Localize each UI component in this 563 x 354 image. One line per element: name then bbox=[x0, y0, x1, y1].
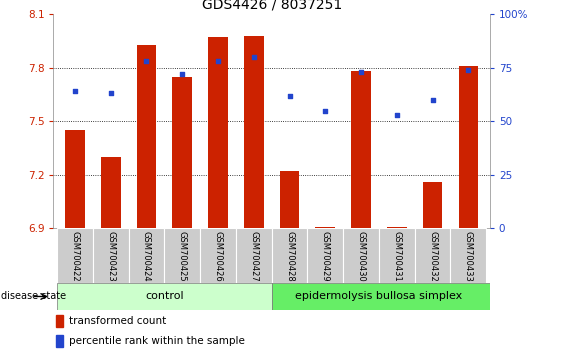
Text: percentile rank within the sample: percentile rank within the sample bbox=[69, 336, 244, 346]
Point bbox=[249, 54, 258, 60]
Text: GSM700433: GSM700433 bbox=[464, 230, 473, 281]
Bar bbox=[244, 35, 263, 228]
Point bbox=[464, 67, 473, 73]
Bar bbox=[56, 335, 64, 347]
Title: GDS4426 / 8037251: GDS4426 / 8037251 bbox=[202, 0, 342, 12]
Text: GSM700426: GSM700426 bbox=[213, 230, 222, 281]
Text: GSM700424: GSM700424 bbox=[142, 230, 151, 281]
Bar bbox=[65, 130, 85, 228]
Bar bbox=[236, 228, 272, 283]
Point bbox=[178, 71, 187, 77]
Bar bbox=[164, 228, 200, 283]
Point bbox=[321, 108, 330, 113]
Bar bbox=[208, 38, 228, 228]
Point bbox=[356, 69, 365, 75]
Point bbox=[392, 112, 401, 118]
Bar bbox=[423, 182, 443, 228]
Point bbox=[213, 58, 222, 64]
Bar bbox=[57, 283, 272, 310]
Text: GSM700425: GSM700425 bbox=[178, 230, 187, 281]
Text: GSM700430: GSM700430 bbox=[356, 230, 365, 281]
Bar bbox=[379, 228, 415, 283]
Text: GSM700432: GSM700432 bbox=[428, 230, 437, 281]
Bar bbox=[272, 283, 490, 310]
Bar bbox=[137, 45, 157, 228]
Bar bbox=[200, 228, 236, 283]
Text: disease state: disease state bbox=[1, 291, 66, 302]
Bar bbox=[458, 66, 478, 228]
Bar bbox=[56, 315, 64, 327]
Bar bbox=[315, 227, 335, 228]
Bar bbox=[351, 71, 371, 228]
Text: GSM700428: GSM700428 bbox=[285, 230, 294, 281]
Text: GSM700431: GSM700431 bbox=[392, 230, 401, 281]
Point bbox=[428, 97, 437, 103]
Point bbox=[285, 93, 294, 98]
Bar bbox=[343, 228, 379, 283]
Bar bbox=[387, 227, 406, 228]
Bar bbox=[101, 157, 120, 228]
Bar bbox=[128, 228, 164, 283]
Bar bbox=[415, 228, 450, 283]
Bar bbox=[272, 228, 307, 283]
Point bbox=[70, 88, 79, 94]
Bar bbox=[280, 171, 300, 228]
Text: control: control bbox=[145, 291, 184, 302]
Bar bbox=[57, 228, 93, 283]
Text: GSM700422: GSM700422 bbox=[70, 230, 79, 281]
Text: GSM700423: GSM700423 bbox=[106, 230, 115, 281]
Bar bbox=[307, 228, 343, 283]
Point bbox=[106, 91, 115, 96]
Point bbox=[142, 58, 151, 64]
Text: GSM700427: GSM700427 bbox=[249, 230, 258, 281]
Text: transformed count: transformed count bbox=[69, 316, 166, 326]
Text: epidermolysis bullosa simplex: epidermolysis bullosa simplex bbox=[296, 291, 463, 302]
Bar bbox=[172, 76, 192, 228]
Bar bbox=[450, 228, 486, 283]
Text: GSM700429: GSM700429 bbox=[321, 230, 330, 281]
Bar bbox=[93, 228, 128, 283]
